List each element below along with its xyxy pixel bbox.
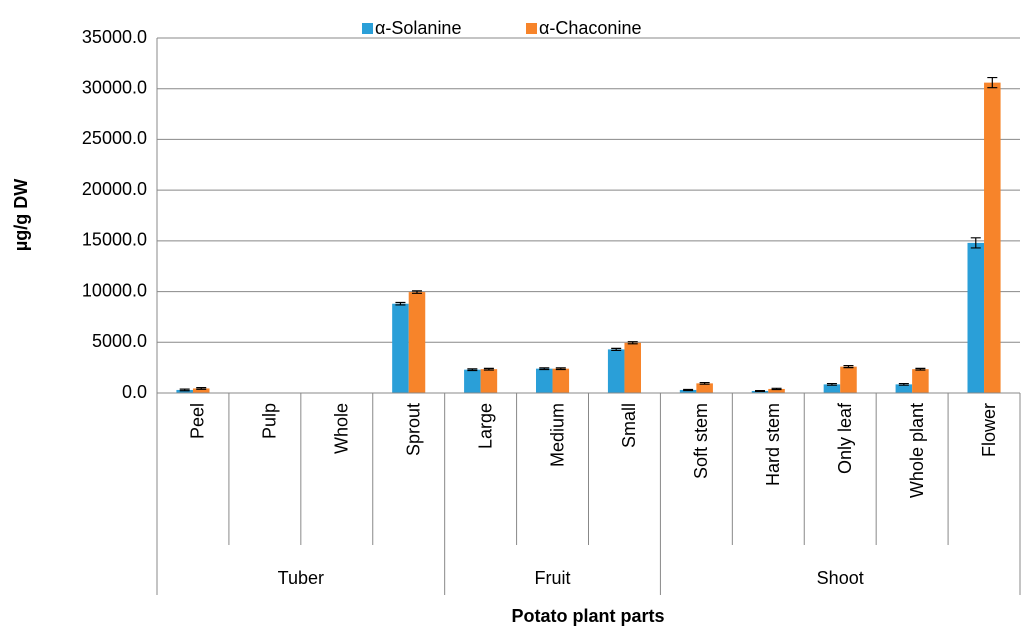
y-tick-label: 15000.0: [82, 230, 147, 250]
x-tick-label: Sprout: [403, 403, 423, 456]
x-tick-label: Flower: [979, 403, 999, 457]
error-bar: [395, 301, 406, 306]
y-tick-label: 25000.0: [82, 128, 147, 148]
error-bar: [843, 365, 854, 369]
bar: [840, 366, 857, 393]
x-tick-label: Peel: [188, 403, 208, 439]
group-label: Fruit: [535, 568, 571, 588]
error-bar: [826, 382, 837, 386]
error-bar: [683, 388, 694, 392]
bar: [408, 292, 426, 393]
bar: [392, 303, 409, 393]
legend-label: α-Solanine: [375, 18, 461, 38]
error-bar: [611, 347, 622, 351]
bar: [679, 389, 697, 393]
x-tick-label: Only leaf: [835, 402, 855, 474]
bar: [176, 389, 193, 393]
x-tick-label: Whole: [332, 403, 352, 454]
bar: [912, 369, 929, 393]
error-bar: [915, 367, 926, 371]
error-bar: [699, 381, 710, 385]
group-label: Shoot: [817, 568, 864, 588]
x-axis-title: Potato plant parts: [511, 606, 664, 626]
bar: [192, 388, 210, 393]
bar: [607, 349, 625, 393]
x-tick-label: Small: [619, 403, 639, 448]
x-tick-label: Large: [475, 403, 495, 449]
bar: [464, 369, 481, 393]
y-tick-label: 30000.0: [82, 77, 147, 97]
error-bar: [467, 368, 478, 372]
x-tick-label: Hard stem: [763, 403, 783, 486]
bar: [984, 82, 1001, 393]
bar: [480, 369, 498, 393]
bar: [536, 368, 553, 393]
bar: [967, 242, 985, 393]
error-bar: [179, 388, 190, 392]
bar: [895, 384, 913, 393]
error-bar: [898, 382, 909, 386]
bar: [751, 390, 769, 393]
bar: [823, 384, 841, 393]
group-label: Tuber: [278, 568, 324, 588]
legend-label: α-Chaconine: [539, 18, 641, 38]
y-axis-title: µg/g DW: [11, 179, 31, 251]
error-bar: [555, 367, 566, 371]
bar: [696, 383, 713, 393]
legend-swatch: [526, 23, 537, 34]
error-bar: [539, 367, 550, 371]
error-bar: [627, 341, 638, 345]
error-bar: [483, 367, 494, 371]
y-tick-label: 35000.0: [82, 27, 147, 47]
error-bar: [411, 290, 422, 294]
error-bar: [970, 237, 981, 249]
y-tick-label: 20000.0: [82, 179, 147, 199]
x-tick-label: Medium: [547, 403, 567, 467]
bar: [552, 368, 570, 393]
bar: [768, 388, 785, 393]
error-bar: [771, 387, 782, 391]
bar: [624, 342, 641, 393]
y-tick-label: 5000.0: [92, 331, 147, 351]
x-tick-label: Whole plant: [907, 403, 927, 498]
error-bar: [755, 389, 766, 392]
x-tick-label: Soft stem: [691, 403, 711, 479]
error-bar: [196, 387, 207, 390]
error-bar: [987, 76, 998, 89]
x-tick-label: Pulp: [260, 403, 280, 439]
legend-swatch: [362, 23, 373, 34]
y-tick-label: 0.0: [122, 382, 147, 402]
y-tick-label: 10000.0: [82, 280, 147, 300]
